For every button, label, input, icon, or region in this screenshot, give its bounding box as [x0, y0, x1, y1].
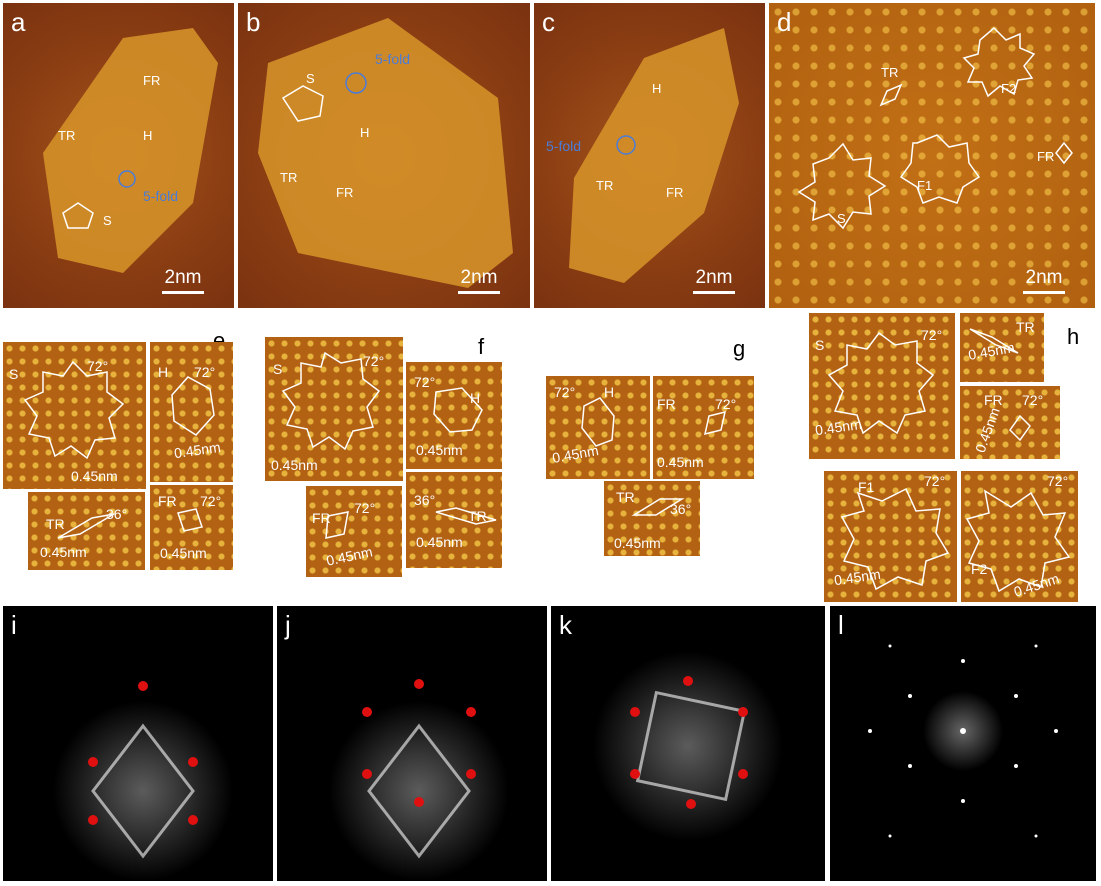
- panel-a: a FR TR H 5-fold S 2nm: [3, 3, 234, 308]
- inset-f-h: 72° H 0.45nm: [406, 362, 502, 469]
- label-5fold: 5-fold: [143, 188, 179, 204]
- panel-j: j: [277, 606, 547, 881]
- fft-pattern: [868, 644, 1058, 838]
- tile-outlines: [797, 26, 1073, 230]
- panel-i: i: [3, 606, 273, 881]
- label-tr: TR: [881, 65, 899, 80]
- panel-letter: i: [11, 610, 17, 640]
- inset-f-tr: 36° TR 0.45nm: [406, 472, 502, 568]
- panel-letter: c: [542, 7, 555, 37]
- label-tr: TR: [280, 170, 298, 185]
- panel-letter-h: h: [1067, 324, 1080, 349]
- inset-g-tr: TR 36° 0.45nm: [604, 481, 700, 556]
- scale-bar: 2nm: [458, 267, 500, 294]
- inset-h-f2: 72° F2 0.45nm: [961, 471, 1078, 602]
- inset-h-fr: FR 72° 0.45nm: [960, 386, 1060, 459]
- inset-e-fr: FR 72° 0.45nm: [150, 485, 233, 570]
- panel-letter-f: f: [478, 334, 485, 359]
- label-fr: FR: [336, 185, 354, 200]
- inset-e-s: S 72° 0.45nm: [3, 342, 146, 489]
- scale-bar: 2nm: [162, 267, 204, 294]
- panel-letter-g: g: [733, 336, 746, 361]
- island-shape: [258, 18, 513, 288]
- inset-e-tr: TR 36° 0.45nm: [28, 492, 145, 570]
- label-s: S: [103, 213, 112, 228]
- panel-l: l: [830, 606, 1096, 881]
- inset-g-fr: FR 72° 0.45nm: [653, 376, 754, 479]
- fft-pattern: [329, 679, 509, 881]
- inset-h-f1: F1 72° 0.45nm: [824, 471, 957, 602]
- panel-letter: a: [11, 7, 26, 37]
- panel-b: b 5-fold S H TR FR 2nm: [238, 3, 530, 308]
- label-h: H: [360, 125, 370, 140]
- panel-k: k: [551, 606, 825, 881]
- inset-f-s: S 72° 0.45nm: [265, 337, 403, 481]
- panel-letter: l: [838, 610, 844, 640]
- label-s: S: [837, 211, 846, 226]
- inset-e-h: H 72° 0.45nm: [150, 342, 233, 482]
- label-5fold: 5-fold: [546, 138, 582, 154]
- label-fr: FR: [143, 73, 161, 88]
- panel-d: d TR F2 FR S F1 2nm: [769, 3, 1095, 308]
- panel-letter: d: [777, 7, 792, 37]
- inset-f-fr: FR 72° 0.45nm: [306, 486, 402, 577]
- inset-g-h: 72° H 0.45nm: [546, 376, 650, 479]
- panel-letter: j: [285, 610, 291, 640]
- fft-pattern: [593, 651, 783, 841]
- panel-c: c H 5-fold TR FR 2nm: [534, 3, 765, 308]
- label-5fold: 5-fold: [375, 51, 411, 67]
- inset-h-s: S 72° 0.45nm: [809, 313, 955, 459]
- label-tr: TR: [58, 128, 76, 143]
- island-shape: [43, 28, 218, 273]
- panel-letter: k: [559, 610, 572, 640]
- label-f2: F2: [1001, 81, 1017, 96]
- label-h: H: [143, 128, 153, 143]
- fft-pattern: [53, 681, 233, 881]
- label-tr: TR: [596, 178, 614, 193]
- label-f1: F1: [917, 178, 933, 193]
- label-fr: FR: [1037, 149, 1055, 164]
- label-s: S: [306, 71, 315, 86]
- scale-bar: 2nm: [693, 267, 735, 294]
- label-fr: FR: [666, 185, 684, 200]
- island-shape: [569, 28, 739, 283]
- panel-letter: b: [246, 7, 261, 37]
- inset-h-tr: TR 0.45nm: [960, 313, 1044, 382]
- label-h: H: [652, 81, 662, 96]
- scale-bar: 2nm: [1023, 267, 1065, 294]
